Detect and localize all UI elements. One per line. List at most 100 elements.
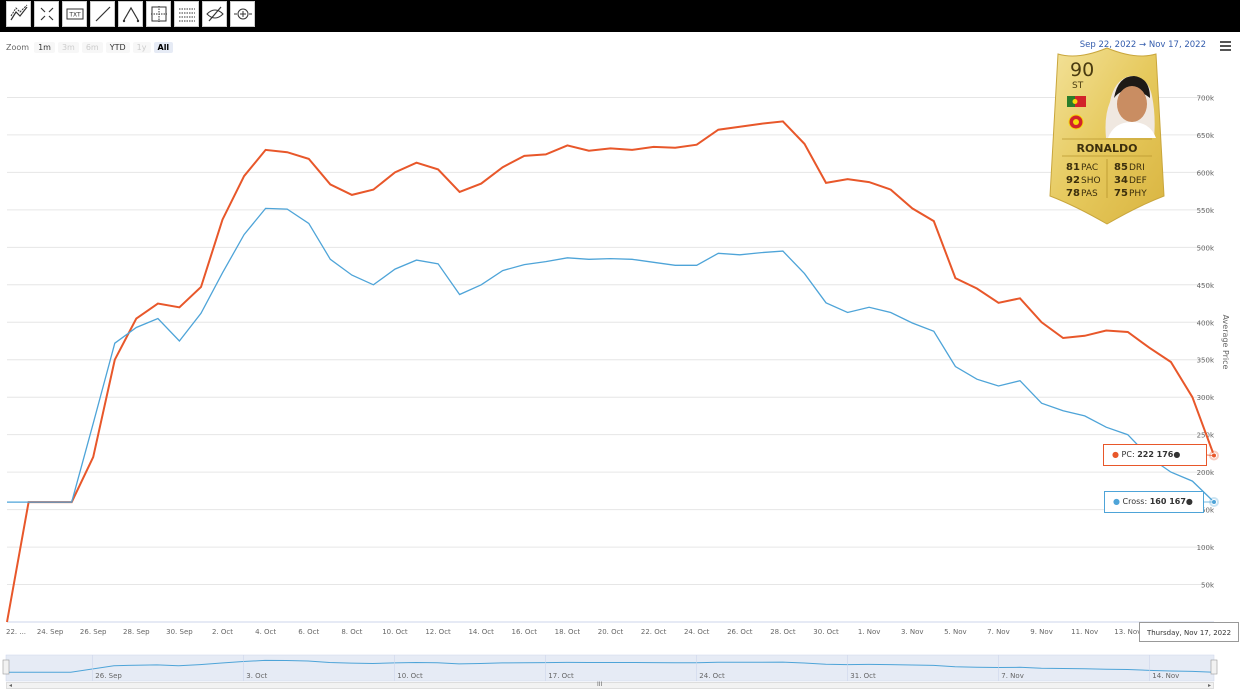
- navigator-tick-label: 14. Nov: [1152, 672, 1179, 680]
- fullscreen-icon[interactable]: [34, 1, 59, 27]
- stat-def-label: DEF: [1129, 176, 1147, 186]
- navigator-tick-label: 3. Oct: [246, 672, 267, 680]
- zoom-all-button[interactable]: All: [153, 41, 174, 53]
- hide-icon[interactable]: [202, 1, 227, 27]
- x-tick-label: 30. Oct: [813, 628, 839, 636]
- crosshair-icon[interactable]: [146, 1, 171, 27]
- pc-tooltip-value: 222 176: [1137, 450, 1174, 459]
- y-tick-label: 300k: [1197, 394, 1215, 402]
- zoom-1m-button[interactable]: 1m: [34, 41, 55, 53]
- y-tick-label: 700k: [1197, 94, 1215, 102]
- x-tick-label: 14. Oct: [468, 628, 494, 636]
- zoom-1y-button[interactable]: 1y: [132, 41, 151, 53]
- manchester-united-badge-icon: [1068, 114, 1084, 130]
- date-tooltip: Thursday, Nov 17, 2022: [1139, 622, 1239, 642]
- zoom-label: Zoom: [6, 42, 30, 52]
- range-separator: →: [1139, 40, 1147, 50]
- line-icon[interactable]: [90, 1, 115, 27]
- x-tick-label: 9. Nov: [1030, 628, 1053, 636]
- pc-tooltip-connector: [1206, 454, 1215, 456]
- zoom-cursor-icon[interactable]: [230, 1, 255, 27]
- x-tick-label: 8. Oct: [341, 628, 362, 636]
- cross-tooltip-label: Cross:: [1122, 497, 1150, 506]
- y-tick-label: 200k: [1197, 469, 1215, 477]
- navigator-series-line: [6, 659, 1215, 673]
- grid-icon[interactable]: [174, 1, 199, 27]
- measure-icon[interactable]: [118, 1, 143, 27]
- stat-dri-value: 85: [1114, 162, 1128, 173]
- card-rating: 90: [1070, 59, 1094, 81]
- x-tick-label: 12. Oct: [425, 628, 451, 636]
- stat-pas-label: PAS: [1081, 189, 1098, 199]
- x-tick-label: 10. Oct: [382, 628, 408, 636]
- cross-series-line: [7, 207, 1215, 503]
- zoom-ytd-button[interactable]: YTD: [105, 41, 130, 53]
- y-tick-label: 450k: [1197, 282, 1215, 290]
- portugal-flag-icon: [1067, 96, 1086, 107]
- x-tick-label: 1. Nov: [858, 628, 881, 636]
- trend-line-icon[interactable]: [6, 1, 31, 27]
- x-tick-label: 18. Oct: [555, 628, 581, 636]
- range-selector: Zoom 1m 3m 6m YTD 1y All: [6, 40, 174, 54]
- cross-tooltip-value: 160 167: [1149, 497, 1186, 506]
- stat-dri-label: DRI: [1129, 163, 1145, 173]
- range-from-date[interactable]: Sep 22, 2022: [1079, 40, 1137, 50]
- x-tick-label: 4. Oct: [255, 628, 276, 636]
- x-tick-label: 24. Oct: [684, 628, 710, 636]
- x-tick-label: 26. Sep: [80, 628, 107, 636]
- scrollbar-grip[interactable]: III: [597, 681, 603, 688]
- x-tick-label: 20. Oct: [598, 628, 624, 636]
- pc-tooltip-label: PC:: [1121, 450, 1138, 459]
- x-tick-label: 22. Oct: [641, 628, 667, 636]
- text-annotation-icon[interactable]: TXT: [62, 1, 87, 27]
- stat-phy-value: 75: [1114, 188, 1128, 199]
- y-axis-title: Average Price: [1221, 315, 1230, 370]
- scrollbar-right-arrow-icon[interactable]: ▸: [1207, 682, 1211, 689]
- stat-pas-value: 78: [1066, 188, 1080, 199]
- x-tick-label: 11. Nov: [1071, 628, 1098, 636]
- y-tick-label: 350k: [1197, 357, 1215, 365]
- navigator-tick-label: 24. Oct: [699, 672, 725, 680]
- date-range-display: Sep 22, 2022 → Nov 17, 2022: [1080, 40, 1206, 50]
- x-tick-label: 3. Nov: [901, 628, 924, 636]
- navigator-window[interactable]: [5, 654, 1215, 682]
- navigator-scrollbar[interactable]: ◂ III ▸: [6, 681, 1214, 689]
- stat-pac-value: 81: [1066, 162, 1080, 173]
- stat-pac-label: PAC: [1081, 163, 1098, 173]
- navigator-tick-label: 7. Nov: [1001, 672, 1024, 680]
- text-tool-label: TXT: [68, 12, 81, 19]
- stat-sho-label: SHO: [1081, 176, 1101, 186]
- player-portrait: [1105, 76, 1156, 138]
- y-tick-label: 650k: [1197, 132, 1215, 140]
- y-tick-label: 600k: [1197, 169, 1215, 177]
- x-tick-label: 16. Oct: [512, 628, 538, 636]
- scrollbar-left-arrow-icon[interactable]: ◂: [9, 682, 13, 689]
- zoom-6m-button[interactable]: 6m: [81, 41, 103, 53]
- stat-def-value: 34: [1114, 175, 1128, 186]
- x-tick-label: 7. Nov: [987, 628, 1010, 636]
- navigator-right-handle[interactable]: [1210, 659, 1218, 675]
- x-tick-label: 24. Sep: [37, 628, 64, 636]
- y-tick-label: 500k: [1197, 244, 1215, 252]
- hamburger-menu-icon[interactable]: [1220, 41, 1231, 51]
- x-tick-label: 2. Oct: [212, 628, 233, 636]
- x-tick-label: 22. ...: [6, 628, 26, 636]
- card-position: ST: [1072, 81, 1084, 91]
- range-to-date[interactable]: Nov 17, 2022: [1148, 40, 1206, 50]
- cross-tooltip: ● Cross: 160 167●: [1104, 491, 1204, 513]
- stat-phy-label: PHY: [1129, 189, 1147, 199]
- navigator-left-handle[interactable]: [2, 659, 10, 675]
- card-player-name: RONALDO: [1076, 142, 1137, 155]
- x-tick-label: 13. Nov: [1114, 628, 1141, 636]
- navigator-tick-label: 17. Oct: [548, 672, 574, 680]
- navigator-tick-label: 26. Sep: [95, 672, 122, 680]
- y-tick-label: 550k: [1197, 207, 1215, 215]
- x-tick-label: 28. Oct: [770, 628, 796, 636]
- x-tick-label: 28. Sep: [123, 628, 150, 636]
- navigator-tick-label: 10. Oct: [397, 672, 423, 680]
- y-tick-label: 100k: [1197, 544, 1215, 552]
- pc-tooltip: ● PC: 222 176●: [1103, 444, 1207, 466]
- zoom-3m-button[interactable]: 3m: [57, 41, 79, 53]
- y-tick-label: 50k: [1201, 582, 1215, 590]
